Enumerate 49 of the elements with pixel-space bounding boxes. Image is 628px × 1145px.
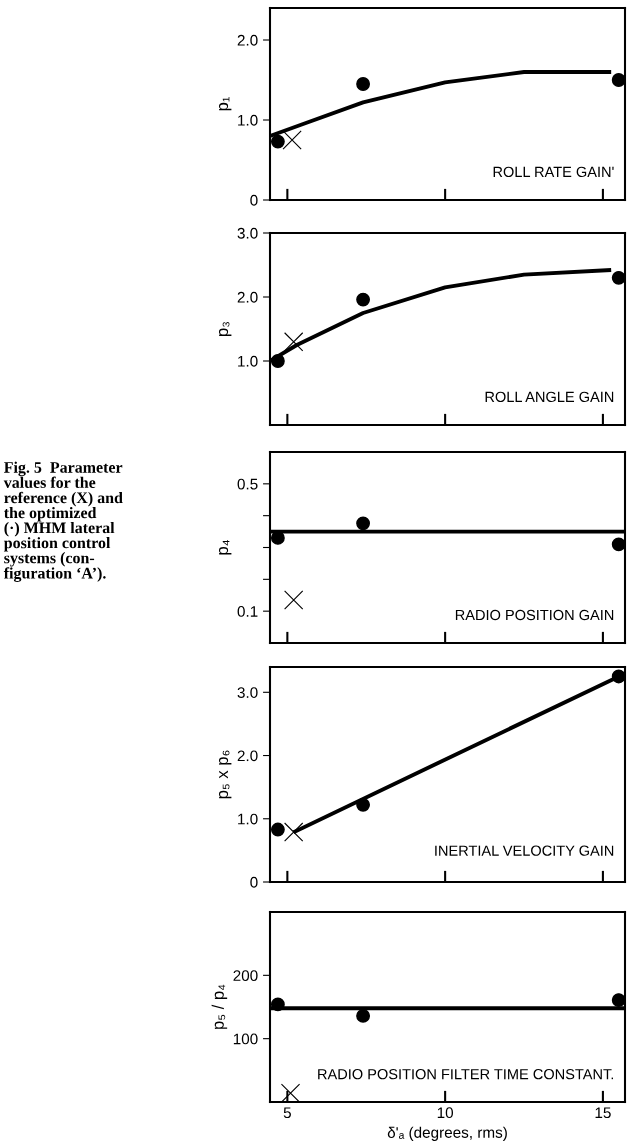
y-tick-label: 2.0: [237, 291, 258, 303]
caption: Fig. 5 Parameter values for the reference (X) and the optimized (·) MHM lateral position control systems (con- figuration ‘A’).: [3, 461, 123, 582]
y-axis-title: p₃: [218, 321, 232, 336]
annotation: RADIO POSITION GAIN: [455, 609, 614, 621]
annotation: ROLL RATE GAIN': [493, 166, 614, 178]
y-axis-title: p₅ / p₄: [211, 984, 228, 1029]
point: [611, 270, 625, 285]
annotation: INERTIAL VELOCITY GAIN: [435, 845, 614, 856]
x-tick-label: 15: [595, 1107, 611, 1119]
point: [282, 130, 302, 150]
x-tick-label: 5: [283, 1107, 291, 1119]
point: [356, 797, 370, 812]
point: [611, 993, 625, 1007]
point: [611, 669, 625, 684]
point: [280, 1083, 301, 1102]
y-axis-title: p₄: [218, 540, 232, 555]
point: [611, 73, 625, 87]
point: [270, 354, 285, 368]
annotation: ROLL ANGLE GAIN: [485, 391, 614, 403]
point: [270, 134, 285, 149]
point: [356, 77, 370, 91]
point: [270, 822, 285, 837]
x-axis-title: δ'ₐ (degrees, rms): [387, 1126, 507, 1141]
point: [284, 332, 304, 352]
point: [356, 1008, 370, 1023]
y-tick-label: 100: [233, 1033, 258, 1045]
y-tick-label: 2.0: [237, 34, 258, 46]
y-tick-label: 0: [250, 876, 258, 888]
point: [284, 590, 304, 610]
point: [284, 822, 304, 842]
point: [356, 516, 370, 531]
y-tick-label: 2.0: [237, 750, 258, 762]
y-tick-label: 1.0: [238, 813, 258, 825]
y-tick-label: 3.0: [237, 687, 258, 698]
point: [270, 997, 285, 1012]
y-tick-label: 3.0: [237, 227, 258, 239]
y-tick-label: 1.0: [238, 355, 258, 367]
y-tick-label: 0: [250, 194, 258, 206]
y-tick-label: 0.5: [237, 478, 258, 490]
y-axis-title: p₁: [218, 96, 232, 111]
y-tick-label: 0.1: [237, 606, 258, 617]
annotation: RADIO POSITION FILTER TIME CONSTANT.: [318, 1068, 614, 1080]
x-tick-label: 10: [437, 1107, 454, 1119]
y-tick-label: 1.0: [238, 114, 258, 126]
point: [356, 292, 370, 307]
point: [611, 537, 625, 552]
point: [270, 531, 285, 545]
y-tick-label: 200: [233, 970, 258, 982]
y-axis-title: p₅ x p₆: [218, 750, 232, 799]
